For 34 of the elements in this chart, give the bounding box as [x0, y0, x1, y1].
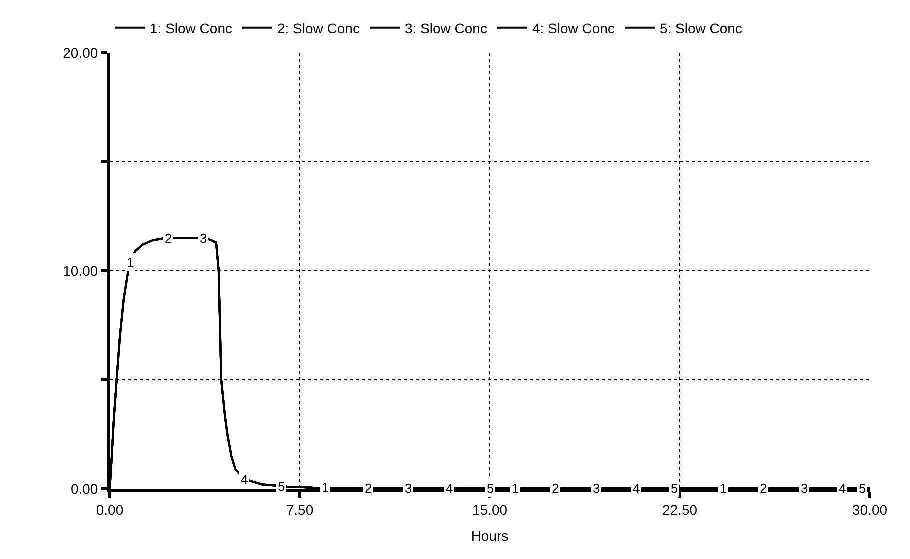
x-tick-label: 15.00 [472, 502, 508, 518]
y-tick-label: 10.00 [63, 262, 98, 279]
annotation: 1 [720, 481, 728, 496]
annotation: 2 [165, 231, 172, 246]
annotation: 2 [552, 481, 560, 496]
legend-label: 1: Slow Conc [150, 20, 232, 36]
annotation: 2 [365, 481, 372, 496]
annotation: 3 [593, 481, 600, 496]
annotation: 3 [200, 231, 208, 246]
annotation: 5 [671, 481, 678, 496]
legend-label: 5: Slow Conc [660, 20, 742, 36]
x-tick-label: 7.50 [286, 502, 314, 518]
annotation: 4 [633, 481, 640, 496]
annotation: 1 [322, 480, 330, 495]
annotation: 5 [487, 481, 494, 496]
x-tick-label: 30.00 [852, 502, 888, 518]
x-tick-label: 22.50 [662, 502, 698, 518]
y-tick-label: 0.00 [70, 480, 98, 497]
annotation: 3 [405, 481, 412, 496]
legend-label: 2: Slow Conc [277, 20, 360, 36]
annotation: 5 [278, 479, 286, 494]
y-tick-label: 20.00 [63, 44, 98, 61]
annotation: 5 [859, 481, 866, 496]
annotation: 4 [241, 472, 248, 487]
annotation: 4 [446, 481, 454, 496]
x-axis-title: Hours [471, 528, 509, 544]
x-tick-label: 0.00 [96, 502, 124, 518]
legend-label: 3: Slow Conc [404, 20, 488, 36]
annotation: 2 [760, 481, 768, 496]
annotation: 3 [801, 481, 808, 496]
annotation: 1 [512, 481, 520, 496]
legend-label: 4: Slow Conc [532, 20, 615, 36]
annotation: 1 [127, 255, 134, 270]
annotation: 4 [839, 481, 846, 496]
